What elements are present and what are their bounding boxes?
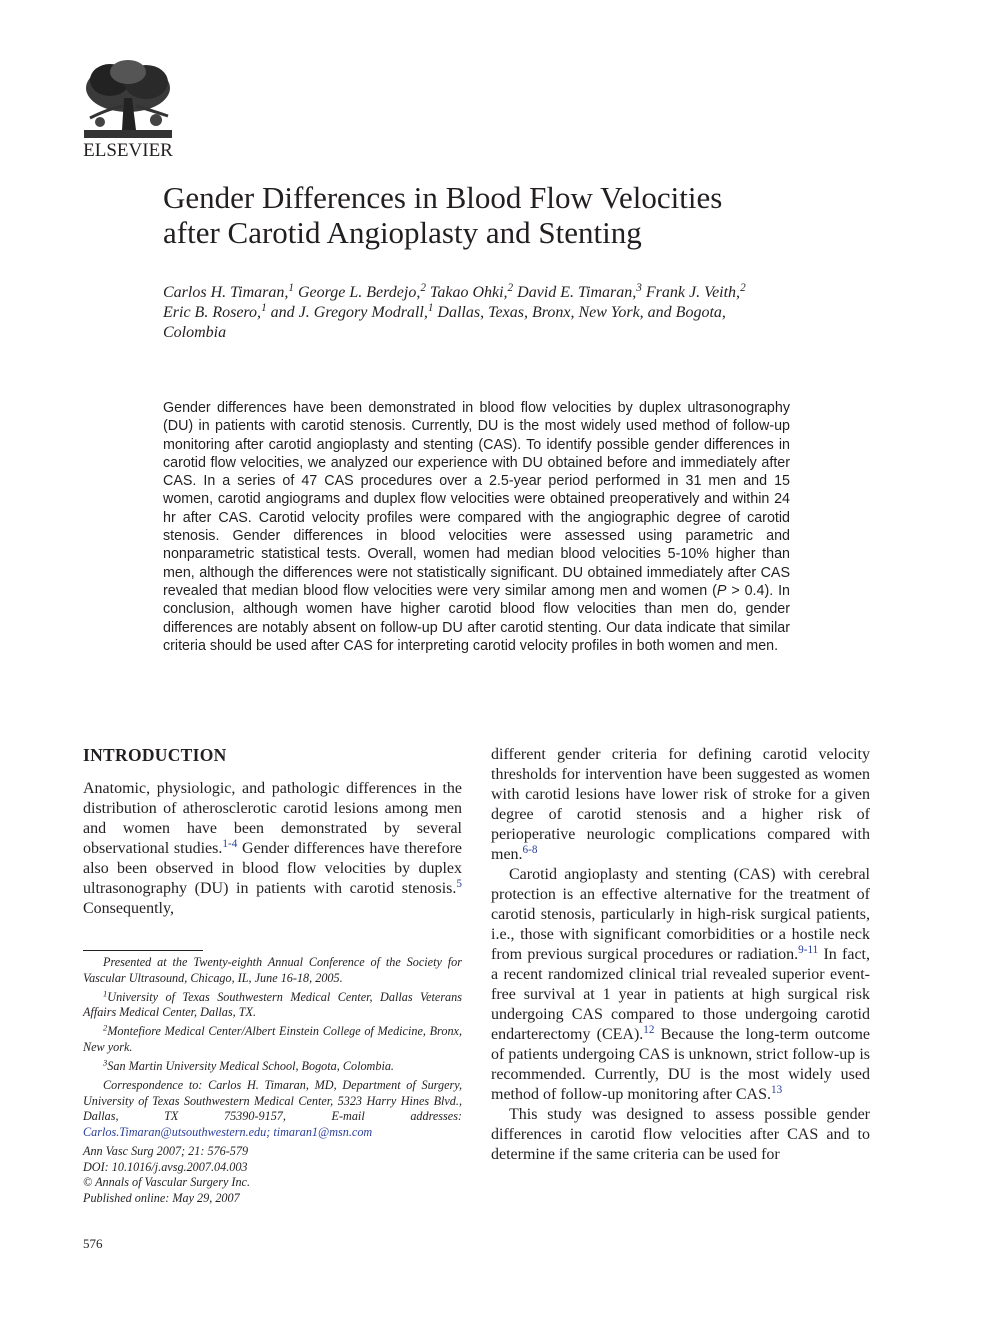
text-run: Presented at the Twenty-eighth Annual Co… xyxy=(83,955,462,985)
text-run: Consequently, xyxy=(83,900,174,917)
italic-run: P xyxy=(716,582,727,599)
title: Gender Differences in Blood Flow Velocit… xyxy=(163,180,863,250)
section-heading: INTRODUCTION xyxy=(83,745,227,765)
text-run: and J. Gregory Modrall, xyxy=(266,304,428,321)
superscript: 2 xyxy=(507,281,514,294)
superscript: 2 xyxy=(740,281,746,294)
footnote: Correspondence to: Carlos H. Timaran, MD… xyxy=(83,1078,462,1140)
text-run: Dallas, Texas, Bronx, New York, and Bogo… xyxy=(163,304,726,341)
footnotes: Presented at the Twenty-eighth Annual Co… xyxy=(83,955,462,1206)
superscript: 3 xyxy=(636,281,642,294)
superscript: 3 xyxy=(103,1057,108,1068)
text-run: This study was designed to assess possib… xyxy=(491,1106,870,1163)
superscript: 2 xyxy=(420,281,426,294)
superscript: 1 xyxy=(103,988,108,998)
text-run: David E. Timaran, xyxy=(513,284,637,301)
title-line: Gender Differences in Blood Flow Velocit… xyxy=(163,180,723,215)
text-run: Takao Ohki, xyxy=(425,284,508,301)
publication-info: Ann Vasc Surg 2007; 21: 576-579 xyxy=(83,1144,249,1159)
superscript: 1 xyxy=(288,281,294,294)
text-run: University of Texas Southwestern Medical… xyxy=(83,989,462,1020)
publication-info: © Annals of Vascular Surgery Inc. xyxy=(83,1175,251,1190)
superscript: 1-4 xyxy=(222,837,238,850)
publication-info: DOI: 10.1016/j.avsg.2007.04.003 xyxy=(83,1159,248,1174)
paragraph: Anatomic, physiologic, and pathologic di… xyxy=(83,779,462,919)
footnote-rule xyxy=(83,950,203,951)
superscript: 5 xyxy=(456,877,462,890)
right-column: different gender criteria for defining c… xyxy=(491,745,870,1165)
authors: Carlos H. Timaran,1 George L. Berdejo,2 … xyxy=(163,281,767,343)
paragraph: different gender criteria for defining c… xyxy=(491,745,870,865)
text-run: San Martin University Medical School, Bo… xyxy=(107,1059,394,1074)
abstract: Gender differences have been demonstrate… xyxy=(163,399,790,655)
text-run: Frank J. Veith, xyxy=(641,284,741,301)
title-line: after Carotid Angioplasty and Stenting xyxy=(163,215,642,250)
text-run: Anatomic, physiologic, and pathologic di… xyxy=(83,780,462,857)
superscript: 9-11 xyxy=(798,943,819,956)
text-run: George L. Berdejo, xyxy=(293,284,421,301)
superscript: 12 xyxy=(643,1023,655,1036)
text-run: Because the long-term outcome of patient… xyxy=(491,1026,870,1103)
superscript: 6-8 xyxy=(522,843,538,856)
paragraph: This study was designed to assess possib… xyxy=(491,1105,870,1165)
text-run: Correspondence to: Carlos H. Timaran, MD… xyxy=(83,1078,462,1124)
email-link[interactable]: Carlos.Timaran@utsouthwestern.edu; timar… xyxy=(83,1124,373,1139)
superscript: 13 xyxy=(770,1083,783,1096)
superscript: 2 xyxy=(103,1022,108,1033)
publisher-logo xyxy=(80,58,176,142)
page-number: 576 xyxy=(83,1236,103,1251)
text-run: Montefiore Medical Center/Albert Einstei… xyxy=(83,1024,462,1054)
superscript: 1 xyxy=(427,301,434,314)
left-column: Anatomic, physiologic, and pathologic di… xyxy=(83,779,462,919)
text-run: Carotid angioplasty and stenting (CAS) w… xyxy=(491,866,870,963)
text-run: Gender differences have therefore also b… xyxy=(83,840,463,897)
footnote: 2Montefiore Medical Center/Albert Einste… xyxy=(83,1022,462,1055)
text-run: Gender differences have been demonstrate… xyxy=(163,400,790,599)
paragraph: Carotid angioplasty and stenting (CAS) w… xyxy=(491,865,870,1105)
text-run: Carlos H. Timaran, xyxy=(163,284,289,301)
superscript: 1 xyxy=(261,301,267,314)
publication-info: Published online: May 29, 2007 xyxy=(83,1190,240,1205)
footnote: 3San Martin University Medical School, B… xyxy=(83,1057,462,1075)
footnote: Presented at the Twenty-eighth Annual Co… xyxy=(83,955,462,986)
publisher-name: ELSEVIER xyxy=(83,140,173,161)
text-run: > 0.4). In conclusion, although women ha… xyxy=(163,582,791,654)
footnote: 1University of Texas Southwestern Medica… xyxy=(83,988,462,1021)
text-run: different gender criteria for defining c… xyxy=(491,746,870,863)
text-run: In fact, a recent randomized clinical tr… xyxy=(491,946,870,1043)
text-run: Eric B. Rosero, xyxy=(163,304,262,321)
